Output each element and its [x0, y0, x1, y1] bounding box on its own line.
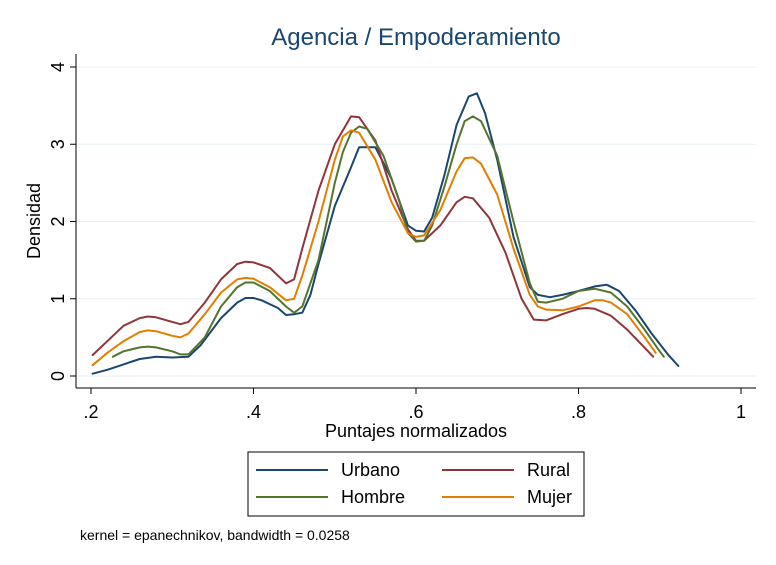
y-axis-ticks: 0 1 2 3 4: [48, 62, 76, 381]
chart-note: kernel = epanechnikov, bandwidth = 0.025…: [80, 527, 350, 543]
legend-label-hombre: Hombre: [341, 487, 405, 507]
y-tick-label: 0: [48, 371, 68, 381]
legend: Urbano Rural Hombre Mujer: [247, 451, 585, 517]
x-axis-ticks: .2 .4 .6 .8 1: [83, 388, 746, 422]
legend-label-mujer: Mujer: [527, 487, 572, 507]
legend-label-urbano: Urbano: [341, 460, 400, 480]
x-tick-label: 1: [736, 402, 746, 422]
y-tick-label: 2: [48, 216, 68, 226]
grid-lines: [76, 66, 756, 377]
legend-box: [247, 451, 585, 517]
series-line-mujer: [91, 129, 657, 367]
x-tick-label: .6: [408, 402, 423, 422]
legend-label-rural: Rural: [527, 460, 570, 480]
x-tick-label: .4: [246, 402, 261, 422]
series-line-hombre: [111, 115, 665, 358]
y-axis-label: Densidad: [24, 183, 44, 259]
y-tick-label: 3: [48, 139, 68, 149]
chart-title: Agencia / Empoderamiento: [271, 24, 561, 51]
series-lines: [91, 92, 680, 375]
y-tick-label: 1: [48, 294, 68, 304]
x-tick-label: .8: [571, 402, 586, 422]
y-tick-label: 4: [48, 62, 68, 72]
x-tick-label: .2: [83, 402, 98, 422]
x-axis-label: Puntajes normalizados: [325, 421, 507, 441]
